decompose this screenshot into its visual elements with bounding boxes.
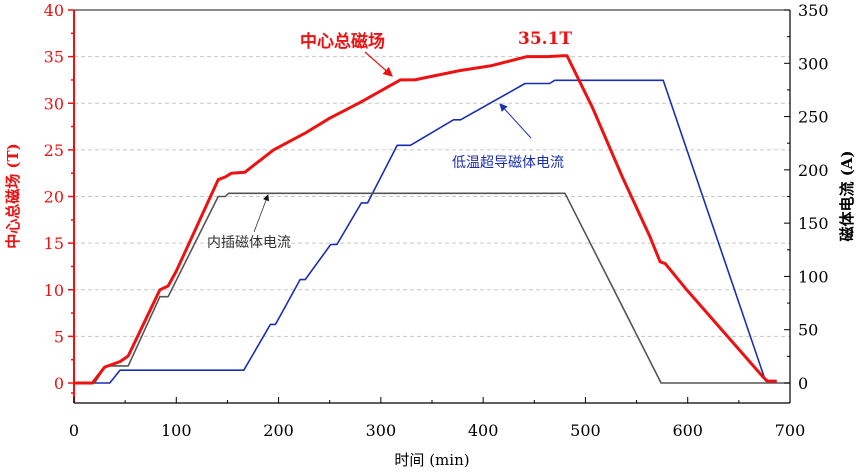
y2-tick-label: 300 — [798, 54, 829, 73]
y2-tick-label: 0 — [798, 374, 808, 393]
series-line-lts-current — [74, 79, 777, 384]
grid — [74, 56, 790, 337]
arrow-insert — [253, 194, 270, 233]
x-tick-label: 400 — [468, 421, 499, 440]
y-tick-label: 15 — [44, 234, 64, 253]
x-tick-label: 200 — [263, 421, 294, 440]
y2-tick-label: 200 — [798, 161, 829, 180]
y-tick-label: 5 — [54, 327, 64, 346]
series-line-field — [74, 54, 777, 385]
x-tick-label: 300 — [366, 421, 397, 440]
label-lts-series: 低温超导磁体电流 — [452, 155, 564, 171]
y-axis-label: 中心总磁场 (T) — [4, 143, 22, 249]
y2-tick-label: 50 — [798, 321, 818, 340]
x-axis-label: 时间 (min) — [394, 451, 469, 469]
y-tick-label: 10 — [44, 281, 64, 300]
y-tick-label: 40 — [44, 1, 64, 20]
x-tick-label: 100 — [161, 421, 192, 440]
y-tick-label: 20 — [44, 188, 64, 207]
x-tick-label: 600 — [672, 421, 703, 440]
y2-tick-label: 250 — [798, 108, 829, 127]
peak-label: 35.1T — [518, 29, 572, 49]
label-field-series: 中心总磁场 — [300, 31, 385, 52]
y-tick-label: 30 — [44, 94, 64, 113]
label-insert-series: 内插磁体电流 — [207, 235, 291, 251]
y-tick-label: 25 — [44, 141, 64, 160]
y2-tick-label: 100 — [798, 267, 829, 286]
x-tick-label: 0 — [69, 421, 79, 440]
y-tick-label: 0 — [54, 374, 64, 393]
arrow-lts — [499, 103, 532, 139]
y2-axis-label: 磁体电流 (A) — [838, 150, 856, 241]
x-tick-label: 500 — [570, 421, 601, 440]
y-tick-label: 35 — [44, 48, 64, 67]
series-group — [74, 54, 790, 385]
y2-tick-label: 150 — [798, 214, 829, 233]
y2-tick-label: 350 — [798, 1, 829, 20]
axes: 0 100 200 300 400 500 600 700051015202530354005… — [44, 1, 829, 440]
arrow-field — [364, 51, 393, 77]
x-tick-label: 700 — [775, 421, 806, 440]
series-line-insert-current — [74, 192, 790, 384]
